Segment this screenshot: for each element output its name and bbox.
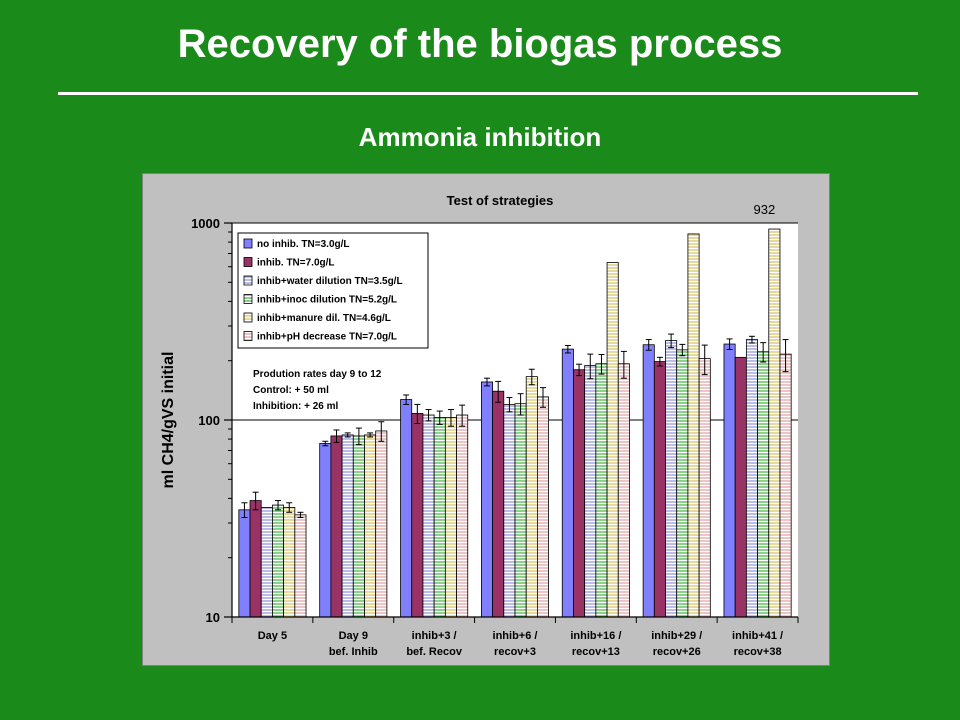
bar-series-2-cat-1 (249, 500, 262, 618)
chart-title: Test of strategies (447, 193, 554, 208)
bar-series-5-cat-5 (606, 262, 619, 618)
bar-series-1-cat-5 (561, 348, 574, 618)
bar-series-5-cat-7 (768, 228, 781, 618)
bar-series-4-cat-7 (757, 351, 770, 618)
x-category-label: inhib+6 / (493, 630, 538, 642)
x-category-label: inhib+41 / (732, 630, 783, 642)
bar-series-3-cat-4 (503, 404, 516, 618)
legend-label: inhib+manure dil. TN=4.6g/L (257, 313, 391, 324)
bar-series-3-cat-7 (745, 339, 758, 618)
title-divider (58, 92, 918, 95)
bar-chart: 10 100 1000 Day 5 Day 9 bef. Inhib inhib+3 / be… (160, 193, 799, 658)
y-tick-label: 100 (198, 413, 220, 428)
legend-swatch (243, 331, 253, 341)
legend-box (237, 232, 429, 349)
legend-swatch (243, 312, 253, 323)
x-category-label: recov+3 (494, 646, 536, 658)
bar-series-5-cat-6 (687, 233, 700, 618)
bar-series-2-cat-4 (492, 390, 505, 618)
bar-series-4-cat-2 (352, 435, 365, 618)
legend-swatch (243, 238, 253, 249)
slide-title: Recovery of the biogas process (177, 22, 783, 66)
bar-series-1-cat-1 (238, 509, 251, 618)
x-category-label: Day 5 (258, 630, 287, 642)
bar-series-2-cat-2 (330, 435, 343, 618)
bar-series-1-cat-2 (319, 443, 332, 618)
x-category-label: recov+38 (734, 646, 782, 658)
slide-subtitle: Ammonia inhibition (358, 122, 602, 152)
legend-swatch (243, 257, 253, 267)
bar-series-4-cat-3 (433, 417, 446, 618)
bar-series-3-cat-1 (260, 507, 273, 618)
bar-series-2-cat-5 (573, 369, 586, 618)
bar-series-6-cat-3 (456, 414, 469, 618)
legend-label: no inhib. TN=3.0g/L (257, 239, 350, 250)
bar-series-4-cat-5 (595, 363, 608, 618)
bar-series-5-cat-3 (444, 417, 457, 618)
bar-series-3-cat-2 (341, 434, 354, 618)
bar-series-6-cat-2 (375, 430, 388, 618)
bar-series-6-cat-4 (536, 396, 549, 618)
bar-series-4-cat-4 (514, 403, 527, 618)
bar-series-2-cat-7 (734, 356, 747, 618)
x-category-label: Day 9 (339, 630, 368, 642)
production-note-title: Prodution rates day 9 to 12 (253, 369, 382, 380)
x-category-label: bef. Inhib (329, 646, 378, 658)
legend-swatch (243, 275, 253, 286)
bar-series-3-cat-5 (584, 365, 597, 618)
bar-series-3-cat-6 (665, 340, 678, 618)
bar-series-2-cat-6 (653, 361, 666, 618)
production-note-control: Control: + 50 ml (253, 385, 329, 396)
bar-series-1-cat-7 (723, 343, 736, 618)
bar-series-5-cat-1 (283, 507, 296, 618)
legend-label: inhib+water dilution TN=3.5g/L (257, 276, 403, 287)
legend-label: inhib. TN=7.0g/L (257, 258, 335, 269)
x-category-label: recov+13 (572, 646, 620, 658)
bar-series-6-cat-6 (698, 358, 711, 618)
bar-series-6-cat-7 (779, 353, 792, 618)
bar-series-3-cat-3 (422, 414, 435, 618)
y-tick-label: 10 (206, 610, 220, 625)
production-note-inhibition: Inhibition: + 26 ml (253, 401, 339, 412)
bar-series-1-cat-3 (400, 399, 413, 618)
x-category-label: bef. Recov (406, 646, 463, 658)
x-category-label: inhib+16 / (570, 630, 621, 642)
x-category-label: recov+26 (653, 646, 701, 658)
bar-series-1-cat-4 (480, 381, 493, 618)
legend-swatch (243, 294, 253, 304)
bar-series-2-cat-3 (411, 413, 424, 618)
bar-series-1-cat-6 (642, 344, 655, 618)
bar-series-4-cat-1 (272, 504, 285, 618)
y-axis-label: ml CH4/gVS initial (160, 352, 177, 489)
bar-series-5-cat-2 (364, 434, 377, 618)
bar-series-6-cat-5 (617, 363, 630, 618)
legend-label: inhib+pH decrease TN=7.0g/L (257, 332, 397, 343)
chart-panel: 10 100 1000 Day 5 Day 9 bef. Inhib inhib+3 / be… (142, 173, 830, 666)
legend-label: inhib+inoc dilution TN=5.2g/L (257, 295, 397, 306)
y-tick-label: 1000 (191, 216, 220, 231)
x-category-label: inhib+3 / (412, 630, 457, 642)
bar-value-annotation: 932 (754, 202, 776, 217)
x-category-label: inhib+29 / (651, 630, 702, 642)
bar-series-6-cat-1 (294, 514, 307, 618)
bar-series-4-cat-6 (676, 349, 689, 618)
bar-series-5-cat-4 (525, 376, 538, 618)
